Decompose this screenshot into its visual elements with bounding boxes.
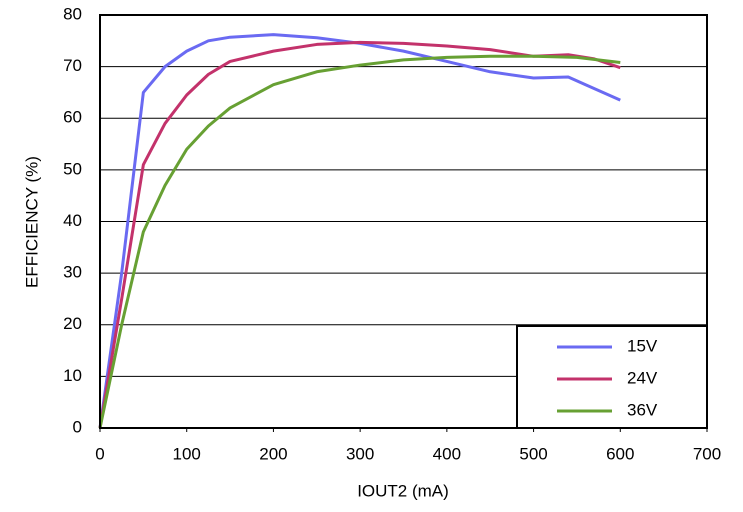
- x-tick-label: 600: [606, 444, 634, 463]
- x-tick-label: 700: [693, 444, 721, 463]
- x-tick-label: 200: [259, 444, 287, 463]
- y-tick-label: 40: [63, 211, 82, 230]
- x-tick-label: 400: [433, 444, 461, 463]
- plot-border: [99, 14, 708, 429]
- x-tick-label: 0: [95, 444, 104, 463]
- x-axis-label: IOUT2 (mA): [357, 481, 449, 500]
- legend-box: [516, 325, 708, 429]
- y-tick-label: 0: [73, 417, 82, 436]
- y-tick-label: 30: [63, 263, 82, 282]
- series-line: [98, 33, 621, 429]
- y-tick-label: 20: [63, 314, 82, 333]
- y-tick-label: 60: [63, 108, 82, 127]
- x-tick-label: 300: [346, 444, 374, 463]
- legend-label: 24V: [627, 368, 658, 387]
- y-axis-label: EFFICIENCY (%): [22, 156, 41, 288]
- y-tick-label: 80: [63, 4, 82, 23]
- x-tick-label: 100: [173, 444, 201, 463]
- legend-label: 15V: [627, 336, 658, 355]
- y-tick-label: 50: [63, 159, 82, 178]
- series-line: [98, 54, 621, 429]
- y-tick-label: 10: [63, 366, 82, 385]
- y-tick-label: 70: [63, 56, 82, 75]
- legend-label: 36V: [627, 400, 658, 419]
- x-tick-label: 500: [519, 444, 547, 463]
